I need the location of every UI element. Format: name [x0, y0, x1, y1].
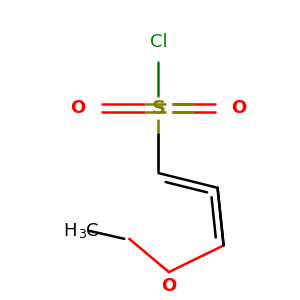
Text: Cl: Cl	[150, 33, 167, 51]
Text: O: O	[161, 277, 176, 295]
Text: 3: 3	[78, 228, 86, 241]
Text: O: O	[231, 99, 246, 117]
Text: C: C	[86, 222, 99, 240]
Text: S: S	[152, 99, 166, 118]
Text: H: H	[63, 222, 76, 240]
Text: O: O	[70, 99, 86, 117]
